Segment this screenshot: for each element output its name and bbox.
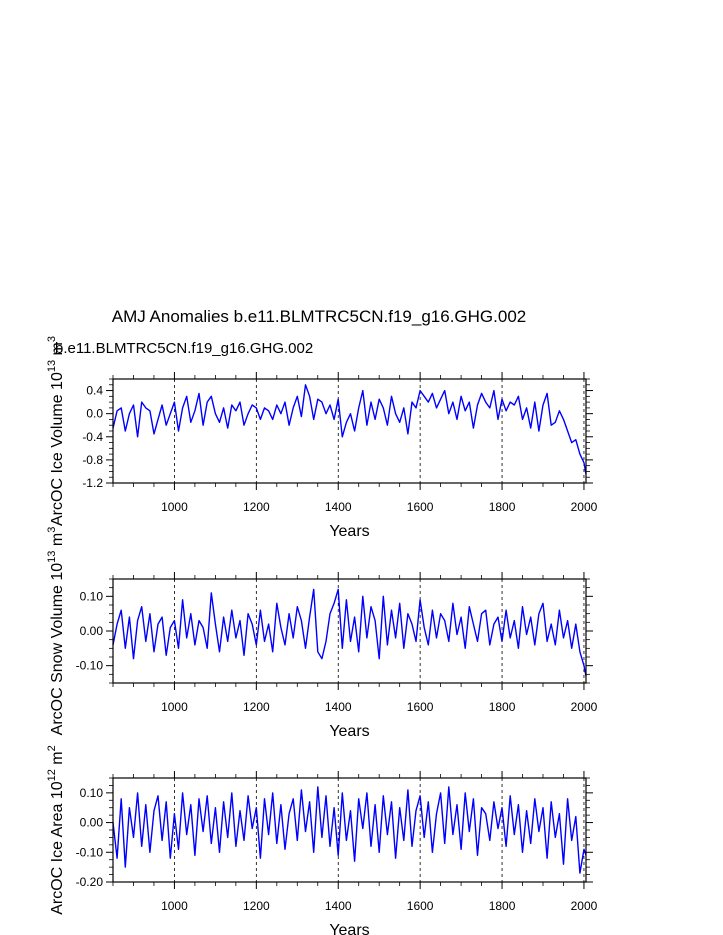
- y-tick-label--0.8: -0.8: [82, 453, 103, 467]
- ice-volume-y-axis-label: ArcOC Ice Volume 1013 m3: [46, 336, 66, 526]
- ice-volume-series-line: [112, 384, 587, 475]
- x-tick-label-1200: 1200: [243, 700, 270, 714]
- y-tick-label--0.4: -0.4: [82, 430, 103, 444]
- ice-area-y-axis-ylabel-unit-exp: 2: [46, 745, 58, 751]
- x-tick-label-2000: 2000: [571, 700, 598, 714]
- y-tick-label-0.10: 0.10: [80, 786, 104, 800]
- ice-area-y-axis-ylabel: ArcOC Ice Area 10: [49, 781, 66, 914]
- snow-volume-y-axis-ylabel-exp: 13: [46, 551, 58, 563]
- snow-volume-x-axis-label: Years: [329, 723, 369, 740]
- chart-panels: 1000 1200 1400 1600 1800 2000 0.4 0.0 -0.4 -0.8 -1…: [46, 336, 598, 935]
- x-tick-label-1400: 1400: [325, 899, 352, 913]
- y-tick-label-0.00: 0.00: [80, 624, 104, 638]
- ice-volume-y-axis-ylabel: ArcOC Ice Volume 10: [49, 372, 66, 526]
- x-tick-label-1800: 1800: [489, 700, 516, 714]
- x-tick-label-2000: 2000: [571, 500, 598, 514]
- ice-volume-plot-frame: [112, 378, 587, 484]
- ice-volume-y-axis-ylabel-unit: m: [49, 342, 66, 360]
- y-tick-label--0.10: -0.10: [76, 659, 104, 673]
- ice-volume-y-axis-ylabel-exp: 13: [46, 360, 58, 372]
- figure-title: AMJ Anomalies b.e11.BLMTRC5CN.f19_g16.GH…: [112, 307, 527, 326]
- snow-volume-y-axis-label: ArcOC Snow Volume 1013 m3: [46, 527, 66, 736]
- snow-volume-y-axis-ylabel-unit-exp: 3: [46, 527, 58, 533]
- y-tick-label-0.0: 0.0: [86, 407, 103, 421]
- ice-area-y-axis-label: ArcOC Ice Area 1012 m2: [46, 745, 66, 915]
- ice-area-y-axis-ylabel-unit: m: [49, 751, 66, 769]
- ice-area-series-line: [112, 786, 587, 874]
- x-tick-label-1200: 1200: [243, 500, 270, 514]
- ice-area-x-axis-label: Years: [329, 922, 369, 935]
- x-tick-label-1400: 1400: [325, 700, 352, 714]
- x-tick-label-1000: 1000: [161, 899, 188, 913]
- y-tick-label-0.4: 0.4: [86, 384, 103, 398]
- snow-volume-series-line: [112, 588, 587, 677]
- x-tick-label-1000: 1000: [161, 700, 188, 714]
- x-tick-label-1200: 1200: [243, 899, 270, 913]
- x-tick-label-1600: 1600: [407, 899, 434, 913]
- figure-subtitle: b.e11.BLMTRC5CN.f19_g16.GHG.002: [55, 340, 313, 357]
- ice-volume-panel: 1000 1200 1400 1600 1800 2000 0.4 0.0 -0.4 -0.8 -1…: [46, 336, 598, 540]
- x-tick-label-1600: 1600: [407, 700, 434, 714]
- snow-volume-panel: 1000 1200 1400 1600 1800 2000 0.10 0.00 -0.10 Yea…: [46, 527, 598, 740]
- x-tick-label-1800: 1800: [489, 500, 516, 514]
- snow-volume-y-axis-ylabel-unit: m: [49, 533, 66, 551]
- x-tick-label-1000: 1000: [161, 500, 188, 514]
- x-tick-label-1400: 1400: [325, 500, 352, 514]
- y-tick-label--0.20: -0.20: [76, 875, 104, 889]
- x-tick-label-1600: 1600: [407, 500, 434, 514]
- snow-volume-y-axis-ylabel: ArcOC Snow Volume 10: [49, 563, 66, 736]
- y-tick-label--0.10: -0.10: [76, 845, 104, 859]
- x-tick-label-1800: 1800: [489, 899, 516, 913]
- y-tick-label--1.2: -1.2: [82, 476, 103, 490]
- x-tick-label-2000: 2000: [571, 899, 598, 913]
- y-tick-label-0.10: 0.10: [80, 589, 104, 603]
- ice-area-y-axis-ylabel-exp: 12: [46, 769, 58, 781]
- ice-volume-x-axis-label: Years: [329, 523, 369, 540]
- ice-area-panel: 1000 1200 1400 1600 1800 2000 0.10 0.00 -0.10 -0.…: [46, 745, 598, 935]
- ice-volume-y-axis-ylabel-unit-exp: 3: [46, 336, 58, 342]
- y-tick-label-0.00: 0.00: [80, 816, 104, 830]
